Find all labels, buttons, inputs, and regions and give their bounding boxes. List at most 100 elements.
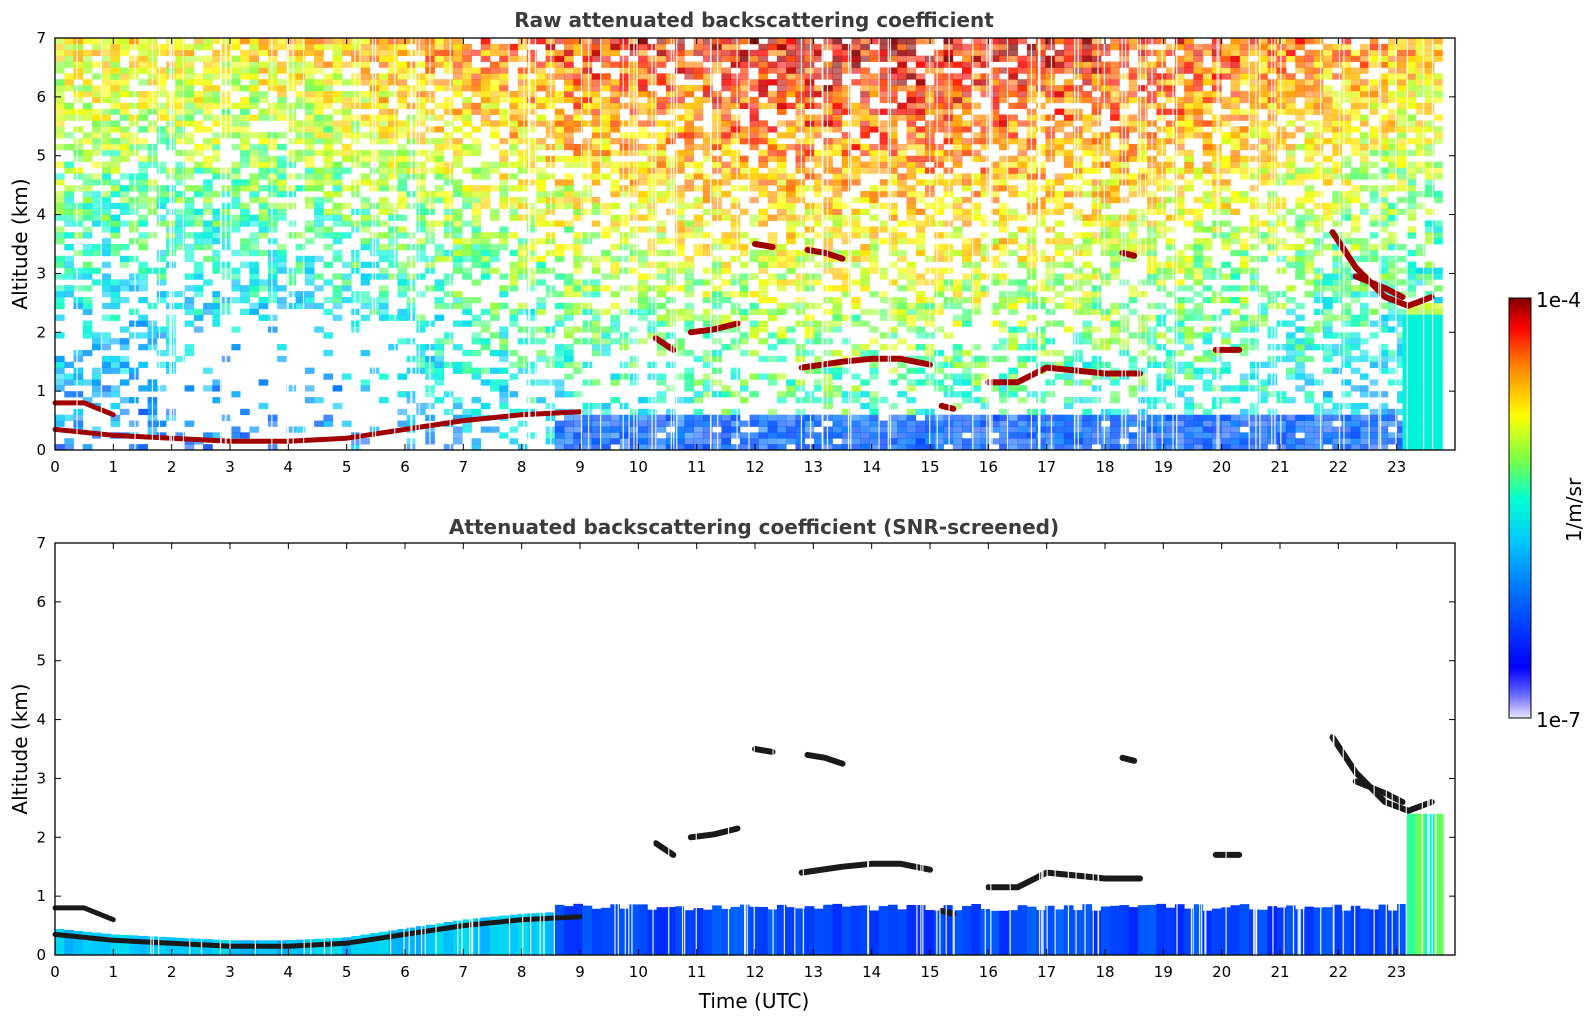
- y-axis-label: Altitude (km): [8, 683, 32, 814]
- x-tick-label: 2: [167, 963, 177, 981]
- x-tick-label: 18: [1095, 963, 1114, 981]
- y-tick-label: 7: [36, 534, 46, 552]
- precipitation-band: [1402, 314, 1444, 450]
- colorbar-unit-label: 1/m/sr: [1562, 477, 1586, 542]
- x-tick-label: 2: [167, 458, 177, 476]
- cloud-layer: [652, 840, 677, 858]
- cloud-layer: [938, 402, 957, 412]
- x-tick-label: 19: [1154, 458, 1173, 476]
- cloud-layer: [798, 860, 933, 876]
- x-tick-label: 21: [1270, 458, 1289, 476]
- x-tick-label: 11: [687, 458, 706, 476]
- cloud-layer: [1119, 754, 1138, 764]
- x-tick-label: 20: [1212, 963, 1231, 981]
- x-tick-label: 16: [979, 963, 998, 981]
- colorbar: 1e-4 1e-7 1/m/sr: [1508, 288, 1586, 732]
- x-tick-label: 20: [1212, 458, 1231, 476]
- x-tick-label: 7: [459, 458, 469, 476]
- x-tick-label: 15: [920, 963, 939, 981]
- colorbar-min-label: 1e-7: [1536, 708, 1581, 732]
- y-tick-label: 1: [36, 382, 46, 400]
- y-tick-label: 6: [36, 593, 46, 611]
- x-tick-label: 5: [342, 963, 352, 981]
- cloud-layer: [804, 751, 846, 767]
- cloud-layer: [1329, 734, 1435, 814]
- chart-title: Attenuated backscattering coefficient (S…: [449, 515, 1059, 539]
- panel-raw: Raw attenuated backscattering coefficien…: [8, 8, 1456, 476]
- heatmap-field: [52, 38, 1444, 451]
- cloud-layer: [687, 320, 741, 336]
- x-tick-label: 14: [862, 458, 881, 476]
- x-tick-label: 22: [1329, 963, 1348, 981]
- x-tick-label: 17: [1037, 963, 1056, 981]
- x-tick-label: 12: [745, 458, 764, 476]
- colorbar-gradient: [1508, 297, 1532, 719]
- x-tick-label: 21: [1270, 963, 1289, 981]
- x-tick-label: 4: [284, 963, 294, 981]
- x-tick-label: 14: [862, 963, 881, 981]
- x-tick-label: 22: [1329, 458, 1348, 476]
- cloud-layer: [652, 335, 677, 353]
- x-tick-label: 11: [687, 963, 706, 981]
- y-axis-label: Altitude (km): [8, 178, 32, 309]
- y-tick-label: 3: [36, 769, 46, 787]
- aerosol-layer: [52, 905, 116, 923]
- cloud-layer: [985, 364, 1143, 386]
- x-tick-label: 10: [629, 458, 648, 476]
- x-tick-label: 9: [575, 963, 585, 981]
- x-tick-label: 12: [745, 963, 764, 981]
- y-tick-label: 5: [36, 147, 46, 165]
- x-tick-label: 5: [342, 458, 352, 476]
- axis-ticks: 0 1 2 3 4 5 6 7 8 9 10 11 12 13 14 15 16 17 18 19 20 21 22 2301…: [36, 534, 1455, 981]
- x-tick-label: 13: [804, 458, 823, 476]
- y-tick-label: 2: [36, 323, 46, 341]
- x-tick-label: 18: [1095, 458, 1114, 476]
- y-tick-label: 2: [36, 828, 46, 846]
- cloud-layer: [938, 907, 957, 917]
- y-tick-label: 7: [36, 29, 46, 47]
- y-tick-label: 0: [36, 441, 46, 459]
- y-tick-label: 4: [36, 206, 46, 224]
- cloud-layer: [985, 869, 1143, 891]
- x-tick-label: 7: [459, 963, 469, 981]
- cloud-layer: [752, 241, 776, 250]
- y-tick-label: 1: [36, 887, 46, 905]
- colorbar-max-label: 1e-4: [1536, 288, 1581, 312]
- x-tick-label: 0: [50, 458, 60, 476]
- y-tick-label: 6: [36, 88, 46, 106]
- x-tick-label: 6: [400, 458, 410, 476]
- x-tick-label: 9: [575, 458, 585, 476]
- x-axis-label: Time (UTC): [698, 989, 810, 1013]
- cloud-layer: [1352, 778, 1406, 805]
- cloud-layer: [798, 355, 933, 371]
- x-tick-label: 17: [1037, 458, 1056, 476]
- x-tick-label: 3: [225, 963, 235, 981]
- aerosol-layer: [52, 409, 583, 444]
- cloud-layer: [1119, 249, 1138, 259]
- x-tick-label: 4: [284, 458, 294, 476]
- cloud-layer: [1329, 229, 1435, 309]
- x-tick-label: 13: [804, 963, 823, 981]
- y-tick-label: 3: [36, 264, 46, 282]
- panel-screened: Attenuated backscattering coefficient (S…: [8, 515, 1456, 1013]
- y-tick-label: 0: [36, 946, 46, 964]
- x-tick-label: 6: [400, 963, 410, 981]
- x-tick-label: 0: [50, 963, 60, 981]
- aerosol-layer: [52, 914, 583, 949]
- cloud-layer: [752, 746, 776, 755]
- y-tick-label: 4: [36, 711, 46, 729]
- x-tick-label: 10: [629, 963, 648, 981]
- x-tick-label: 3: [225, 458, 235, 476]
- x-tick-label: 8: [517, 963, 527, 981]
- chart-title: Raw attenuated backscattering coefficien…: [514, 8, 994, 32]
- x-tick-label: 23: [1387, 963, 1406, 981]
- x-tick-label: 16: [979, 458, 998, 476]
- x-tick-label: 15: [920, 458, 939, 476]
- heatmap-field: [52, 543, 1444, 955]
- cloud-layer: [687, 825, 741, 841]
- x-tick-label: 8: [517, 458, 527, 476]
- aerosol-layer: [52, 400, 116, 418]
- x-tick-label: 23: [1387, 458, 1406, 476]
- axis-ticks: 0 1 2 3 4 5 6 7 8 9 10 11 12 13 14 15 16 17 18 19 20 21 22 2301…: [36, 29, 1455, 476]
